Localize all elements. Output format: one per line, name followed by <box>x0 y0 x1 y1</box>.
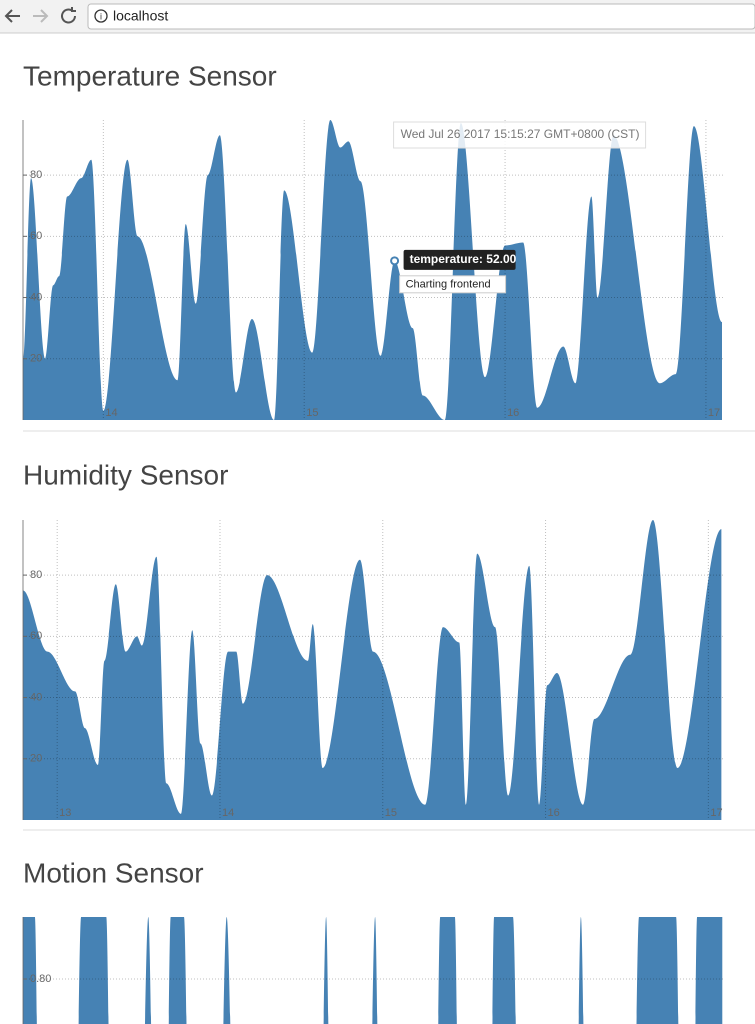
address-bar[interactable] <box>87 3 755 30</box>
tooltip-value-box <box>403 249 516 270</box>
reload-button[interactable] <box>61 7 76 24</box>
x-tick-label: 14 <box>105 407 117 419</box>
x-tick-label: 14 <box>222 807 234 819</box>
url: localhost <box>113 8 168 24</box>
y-tick-label: 0.80 <box>30 973 51 985</box>
tooltip: Wed Jul 26 2017 15:15:27 GMT+0800 (CST) t… <box>390 121 647 294</box>
y-tick-label: 60 <box>30 230 42 242</box>
tooltip-date: Wed Jul 26 2017 15:15:27 GMT+0800 (CST) <box>401 127 640 141</box>
y-tick-label: 20 <box>30 353 42 365</box>
x-tick-label: 16 <box>507 407 519 419</box>
tooltip-caption: Charting frontend <box>406 279 491 291</box>
chart-title: Temperature Sensor <box>23 60 277 91</box>
info-icon[interactable] <box>94 9 108 23</box>
x-tick-label: 17 <box>708 407 720 419</box>
y-tick-label: 40 <box>30 291 42 303</box>
x-tick-label: 15 <box>385 807 397 819</box>
area <box>23 120 722 420</box>
chart-title: Motion Sensor <box>23 857 204 888</box>
tooltip-value: temperature: 52.00 <box>410 252 517 266</box>
x-tick-label: 17 <box>710 807 722 819</box>
forward-button[interactable] <box>33 9 49 23</box>
x-tick-label: 15 <box>306 407 318 419</box>
tooltip-caption-box <box>399 275 507 294</box>
tooltip-date-box <box>393 121 647 149</box>
y-tick-label: 80 <box>30 169 42 181</box>
info-icon-glyph: i <box>100 11 102 21</box>
y-tick-label: 20 <box>30 753 42 765</box>
x-tick-label: 13 <box>59 807 71 819</box>
x-tick-label: 16 <box>548 807 560 819</box>
chart-title: Humidity Sensor <box>23 459 228 490</box>
y-tick-label: 40 <box>30 691 42 703</box>
y-tick-label: 80 <box>30 569 42 581</box>
y-tick-label: 60 <box>30 630 42 642</box>
area <box>23 520 722 820</box>
back-button[interactable] <box>4 9 20 23</box>
area <box>23 917 723 1024</box>
hover-point <box>390 256 400 266</box>
